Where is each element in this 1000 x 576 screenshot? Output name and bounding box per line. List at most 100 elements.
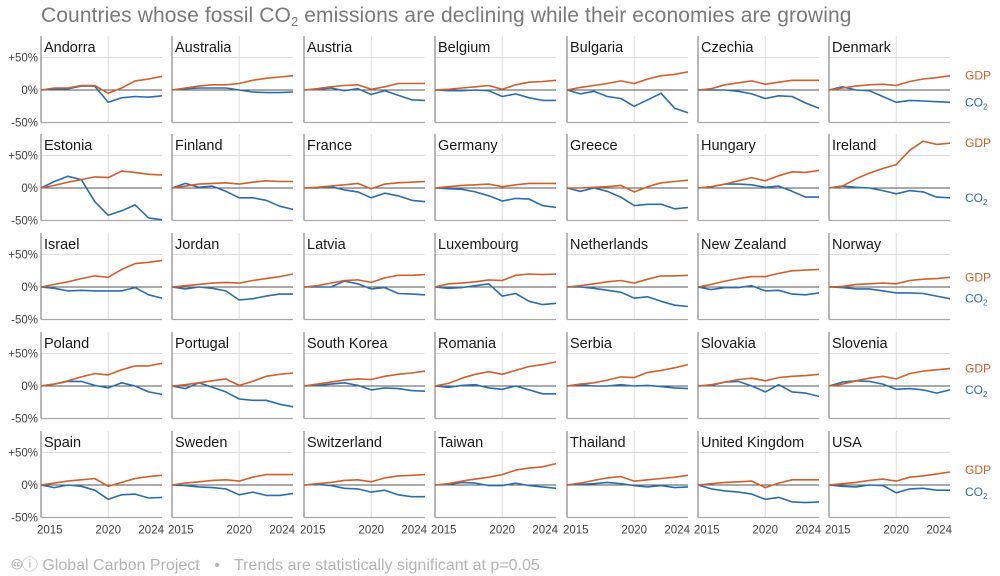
country-label: Slovenia (832, 336, 889, 352)
y-tick-label: -50% (11, 513, 38, 525)
co2-line (434, 89, 556, 102)
country-label: Germany (438, 138, 498, 154)
gdp-line (828, 140, 951, 189)
legend-co2: CO2 (965, 485, 988, 501)
x-tick-label: 2020 (226, 525, 252, 537)
gdp-line (303, 370, 426, 387)
panel-estonia: Estonia (40, 134, 163, 222)
y-tick-label: +50% (8, 250, 38, 262)
y-tick-label: +50% (8, 53, 38, 65)
title-subscript: 2 (290, 14, 299, 29)
x-tick-label: 2015 (168, 525, 194, 537)
y-tick-label: 0% (21, 85, 38, 97)
panel-norway: Norway (828, 233, 951, 321)
co2-line (304, 280, 426, 296)
gdp-line (40, 259, 163, 288)
gdp-line (434, 462, 557, 486)
country-label: Austria (307, 40, 353, 56)
legend-co2-subscript: 2 (983, 198, 988, 207)
co2-line (566, 481, 689, 489)
panel-australia: Australia (171, 36, 294, 124)
panel-serbia: Serbia (566, 332, 689, 420)
co2-line (566, 187, 689, 210)
gdp-line (566, 71, 689, 91)
gdp-line (828, 276, 951, 288)
country-label: Czechia (701, 40, 754, 56)
gdp-line (566, 474, 689, 486)
panel-jordan: Jordan (171, 233, 294, 321)
gdp-line (171, 273, 294, 288)
co2-line (171, 286, 293, 301)
x-tick-label: 2015 (431, 525, 457, 537)
country-label: Ireland (832, 138, 876, 154)
panel-romania: Romania (434, 332, 557, 420)
panel-usa: USA (828, 431, 951, 519)
country-label: Denmark (832, 40, 892, 56)
gdp-line (566, 274, 689, 288)
gdp-line (303, 82, 425, 91)
country-label: Greece (570, 138, 618, 154)
panel-hungary: Hungary (697, 134, 820, 222)
co2-line (697, 284, 820, 296)
gdp-line (434, 273, 557, 288)
y-tick-label: +50% (8, 448, 38, 460)
co2-line (566, 383, 689, 390)
country-label: Taiwan (438, 435, 483, 451)
country-label: Serbia (570, 336, 613, 352)
footer-separator: • (214, 557, 220, 574)
country-label: Estonia (44, 138, 93, 154)
co2-line (828, 484, 950, 494)
panel-czechia: Czechia (697, 36, 820, 124)
title-text: Countries whose fossil CO (41, 4, 291, 27)
panel-poland: Poland (40, 332, 163, 420)
gdp-line (434, 79, 557, 91)
gdp-line (303, 273, 426, 288)
legend-co2-subscript: 2 (983, 390, 988, 399)
panel-sweden: Sweden (171, 431, 294, 519)
legend-co2: CO2 (965, 95, 988, 111)
legend-co2-subscript: 2 (983, 492, 988, 501)
co2-line (434, 187, 557, 209)
panel-israel: Israel (40, 233, 163, 321)
legend-gdp: GDP (965, 361, 991, 375)
panel-portugal: Portugal (171, 332, 294, 420)
country-label: Latvia (307, 237, 347, 253)
panel-united-kingdom: United Kingdom (697, 431, 820, 519)
country-label: Australia (175, 40, 232, 56)
co2-line (40, 286, 163, 299)
footer-source: Global Carbon Project (42, 557, 200, 574)
country-label: Israel (44, 237, 79, 253)
panel-finland: Finland (171, 134, 294, 222)
gdp-line (40, 170, 163, 189)
co2-line (828, 286, 951, 300)
co2-line (828, 86, 951, 104)
cc-by-license-icon: 🅭ⓘ (12, 557, 38, 574)
x-tick-label: 2024 (532, 525, 558, 537)
co2-line (828, 379, 951, 394)
country-label: Luxembourg (438, 237, 519, 253)
co2-line (434, 282, 557, 306)
country-label: South Korea (307, 336, 389, 352)
gdp-line (567, 179, 689, 193)
co2-line (303, 381, 426, 392)
y-tick-label: +50% (8, 349, 38, 361)
panel-south-korea: South Korea (303, 332, 426, 420)
co2-line (171, 381, 294, 408)
co2-line (40, 175, 163, 221)
gdp-line (566, 363, 689, 387)
gdp-line (171, 74, 294, 91)
gdp-line (434, 182, 556, 189)
x-tick-label: 2024 (269, 525, 295, 537)
co2-line (698, 89, 820, 109)
country-label: Portugal (175, 336, 229, 352)
title-text-suffix: emissions are declining while their econ… (298, 4, 852, 27)
co2-line (697, 484, 820, 504)
gdp-line (40, 362, 163, 387)
panel-denmark: Denmark (828, 36, 951, 124)
legend-gdp: GDP (965, 69, 991, 83)
country-label: Norway (832, 237, 882, 253)
gdp-line (828, 471, 951, 486)
co2-line (171, 87, 294, 94)
legend-co2: CO2 (965, 383, 988, 399)
gdp-line (828, 74, 951, 91)
